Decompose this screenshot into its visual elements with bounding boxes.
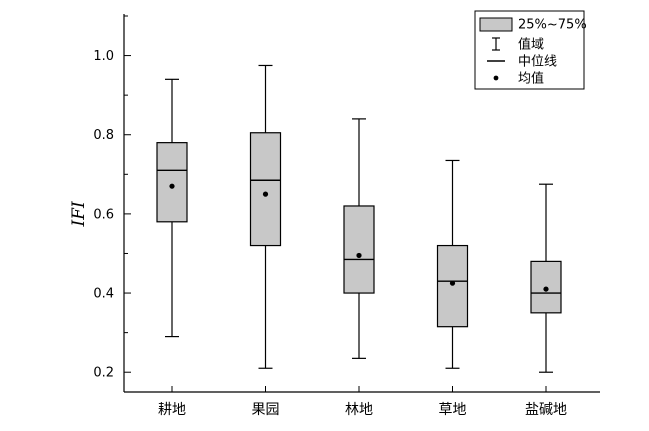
mean-point	[169, 183, 175, 189]
legend-label-median: 中位线	[518, 55, 557, 70]
y-tick-label: 0.4	[93, 287, 114, 302]
mean-point	[262, 191, 269, 197]
legend-box-swatch	[479, 17, 513, 32]
legend-label-box: 25%~75%	[518, 18, 587, 33]
mean-point	[356, 252, 362, 259]
iqr-box	[343, 205, 375, 294]
mean-point	[449, 280, 456, 286]
axes: 0.2 0.4 0.6 0.8 1.0 IFI 耕地 果园 林地 草地 盐碱地	[69, 14, 600, 418]
y-tick-label: 0.2	[93, 366, 114, 381]
iqr-box	[249, 132, 282, 247]
x-tick-label: 林地	[345, 402, 373, 418]
y-tick-label: 0.6	[93, 207, 114, 222]
box-2	[249, 64, 282, 369]
x-tick-label: 果园	[252, 402, 280, 418]
y-tick-label: 1.0	[93, 49, 114, 64]
x-tick-label: 盐碱地	[525, 402, 567, 418]
box-series	[156, 64, 562, 373]
legend-mean-symbol	[493, 75, 499, 81]
iqr-box	[436, 244, 469, 328]
iqr-box	[156, 142, 188, 223]
box-5	[530, 183, 562, 373]
mean-point	[543, 286, 549, 292]
y-axis-label: IFI	[69, 201, 89, 228]
box-1	[156, 78, 188, 338]
y-tick-label: 0.8	[93, 128, 114, 143]
box-3	[343, 118, 375, 359]
box-4	[436, 159, 469, 369]
legend-label-range: 值域	[518, 37, 544, 53]
x-tick-label: 耕地	[158, 401, 186, 418]
x-tick-label: 草地	[439, 402, 467, 418]
legend-label-mean: 均值	[518, 71, 544, 87]
